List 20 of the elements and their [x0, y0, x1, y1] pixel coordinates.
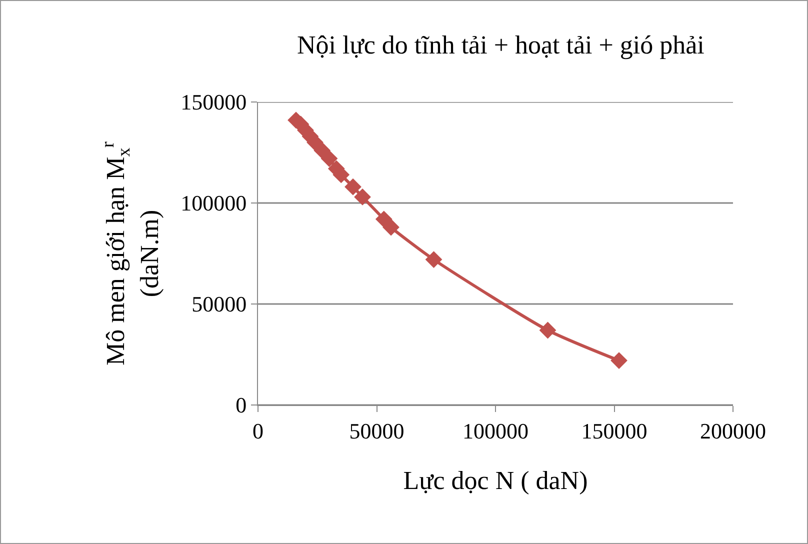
- x-tick-label: 50000: [349, 418, 404, 444]
- point: [539, 322, 556, 339]
- y-tick-label: 0: [236, 392, 247, 418]
- x-tick-label: 150000: [581, 418, 648, 444]
- x-tick-label: 200000: [700, 418, 766, 444]
- point: [354, 188, 371, 206]
- point: [320, 150, 338, 168]
- point: [344, 178, 362, 196]
- point: [375, 210, 392, 228]
- y-tick-label: 50000: [192, 292, 247, 317]
- point: [314, 142, 331, 159]
- y-tick-label: 150000: [180, 90, 247, 115]
- point: [425, 251, 442, 268]
- y-tick-label: 100000: [180, 190, 247, 216]
- x-tick-label: 100000: [462, 418, 528, 444]
- point: [610, 352, 628, 370]
- x-axis-title: Lực dọc N ( daN): [403, 466, 588, 496]
- chart-title: Nội lực do tĩnh tải + hoạt tải + gió phải: [297, 30, 704, 60]
- point: [382, 218, 400, 236]
- x-tick-label: 0: [252, 418, 264, 444]
